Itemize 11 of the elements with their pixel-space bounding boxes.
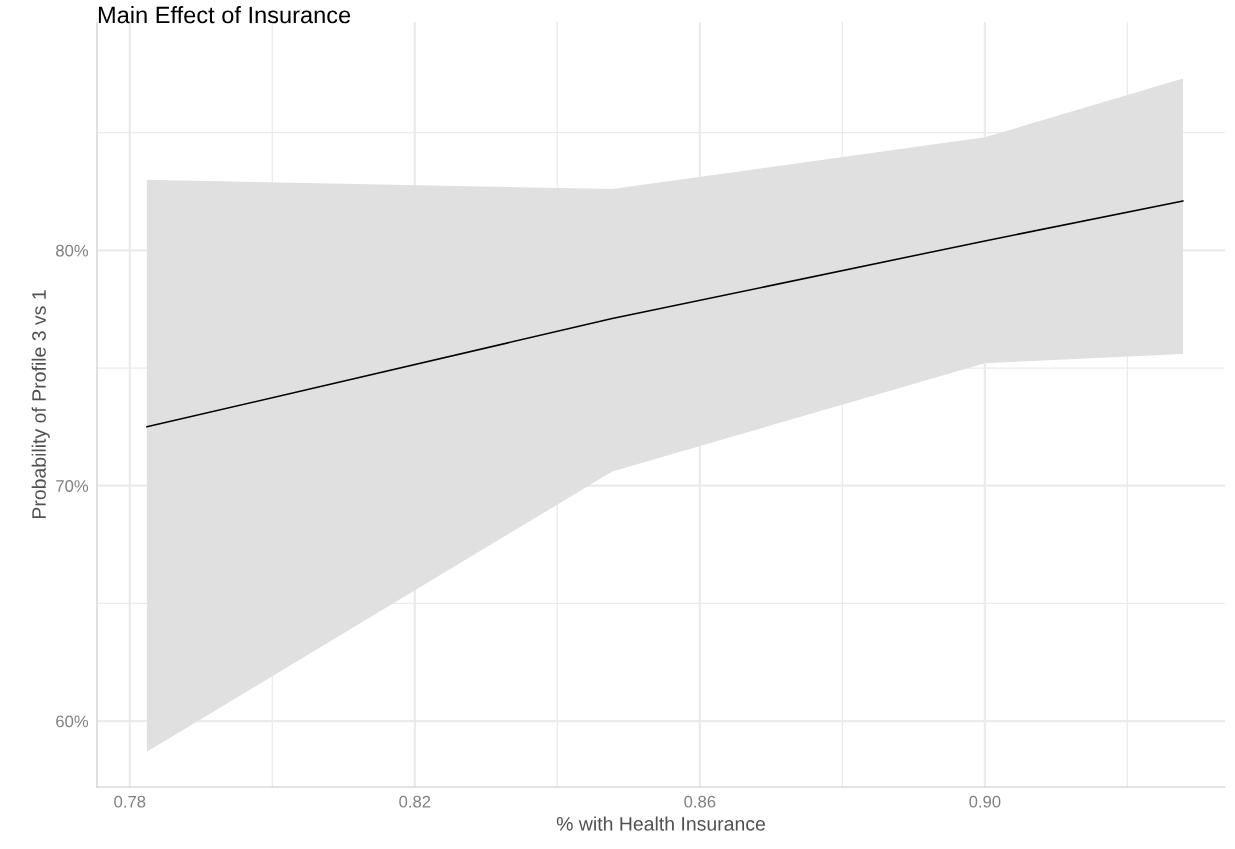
x-axis-title: % with Health Insurance (556, 816, 765, 831)
y-tick-label: 80% (56, 244, 89, 257)
line-series (146, 200, 1184, 428)
y-tick-label: 60% (56, 715, 89, 728)
chart-title: Main Effect of Insurance (98, 6, 351, 24)
y-axis-title: Probability of Profile 3 vs 1 (31, 290, 50, 518)
x-tick-label: 0.82 (399, 795, 431, 808)
x-tick-label: 0.86 (684, 795, 716, 808)
y-tick-label: 70% (56, 480, 89, 492)
x-tick-label: 0.90 (969, 795, 1001, 808)
x-tick-label: 0.78 (114, 795, 146, 808)
